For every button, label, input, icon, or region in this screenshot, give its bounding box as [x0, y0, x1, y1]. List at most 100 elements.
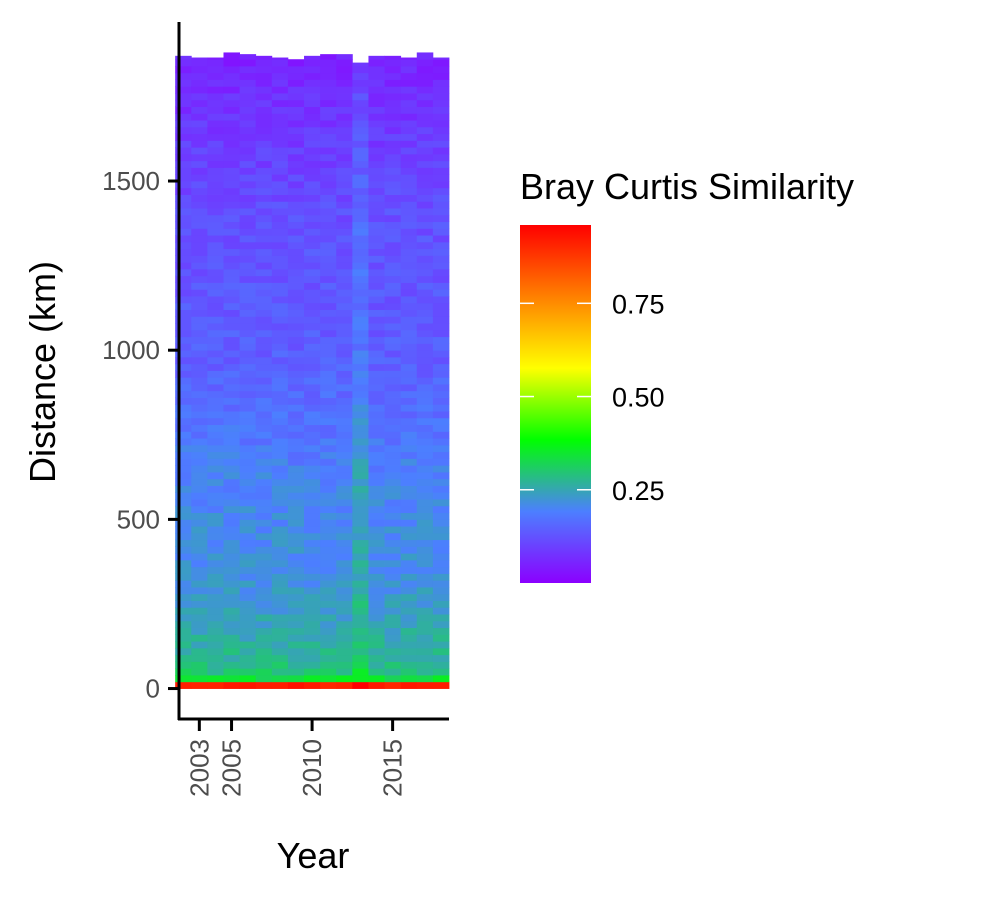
heatmap-cell [400, 187, 418, 195]
heatmap-cell [207, 384, 224, 392]
heatmap-cell [223, 668, 240, 676]
heatmap-cell [207, 675, 224, 683]
heatmap-cell [320, 181, 337, 189]
heatmap-cell [336, 269, 353, 277]
heatmap-cell [352, 580, 369, 588]
heatmap-cell [432, 329, 450, 338]
heatmap-cell [320, 397, 337, 405]
heatmap-cell [400, 248, 418, 256]
heatmap-cell [239, 356, 257, 365]
heatmap-cell [223, 363, 240, 371]
heatmap-cell [368, 99, 385, 107]
heatmap-cell [432, 600, 450, 608]
heatmap-cell [304, 614, 321, 622]
heatmap-cell [400, 113, 418, 121]
heatmap-cell [400, 681, 418, 689]
heatmap-cell [416, 343, 434, 351]
heatmap-cell [320, 675, 337, 683]
x-tick-label: 2003 [184, 739, 214, 797]
heatmap-cell [207, 465, 224, 473]
heatmap-cell [400, 120, 418, 128]
heatmap-cell [336, 593, 353, 601]
heatmap-cell [352, 600, 369, 608]
heatmap-cell [336, 201, 353, 209]
heatmap-cell [207, 363, 224, 371]
heatmap-cell [207, 275, 224, 283]
heatmap-cell [384, 126, 402, 135]
heatmap-cell [320, 275, 337, 283]
heatmap-cell [239, 587, 257, 595]
heatmap-cell [368, 65, 385, 74]
heatmap-cell [271, 269, 289, 277]
heatmap-cell [223, 167, 240, 175]
heatmap-cell [320, 384, 337, 392]
heatmap-cell [191, 235, 208, 243]
heatmap-cell [287, 255, 305, 263]
heatmap-cell [255, 377, 273, 385]
heatmap-cell [384, 397, 402, 405]
heatmap-cell [304, 654, 321, 662]
heatmap-cell [368, 384, 385, 392]
heatmap-cell [175, 269, 192, 277]
heatmap-cell [287, 214, 305, 223]
heatmap-cell [400, 221, 418, 229]
heatmap-cell [271, 668, 289, 676]
heatmap-cell [191, 113, 208, 121]
heatmap-cell [384, 86, 402, 94]
heatmap-cell [400, 546, 418, 554]
heatmap-cell [207, 65, 224, 74]
heatmap-cell [336, 181, 353, 189]
heatmap-cell [304, 417, 321, 426]
heatmap-cell [255, 201, 273, 209]
heatmap-cell [271, 600, 289, 608]
heatmap-cell [320, 316, 337, 324]
heatmap-cell [416, 93, 434, 101]
heatmap-cell [368, 79, 385, 87]
heatmap-cell [223, 72, 240, 80]
heatmap-cell [207, 356, 224, 365]
heatmap-cell [207, 302, 224, 310]
heatmap-cell [416, 472, 434, 480]
heatmap-cell [416, 296, 434, 304]
heatmap-cell [384, 681, 402, 689]
heatmap-cell [223, 417, 240, 426]
heatmap-cell [336, 411, 353, 419]
heatmap-cell [400, 647, 418, 656]
heatmap-cell [207, 532, 224, 541]
heatmap-cell [255, 329, 273, 338]
heatmap-cell [271, 444, 289, 453]
heatmap-cell [304, 356, 321, 365]
heatmap-cell [336, 99, 353, 107]
heatmap-cell [368, 208, 385, 216]
heatmap-cell [416, 634, 434, 642]
heatmap-cell [384, 323, 402, 331]
heatmap-cell [336, 492, 353, 500]
heatmap-cell [239, 532, 257, 541]
heatmap-cell [207, 221, 224, 229]
heatmap-cell [304, 397, 321, 405]
heatmap-cell [271, 431, 289, 439]
heatmap-cell [304, 668, 321, 676]
heatmap-cell [336, 235, 353, 243]
heatmap-cell [191, 86, 208, 94]
heatmap-cell [304, 566, 321, 574]
heatmap-cell [416, 72, 434, 80]
heatmap-cell [368, 390, 385, 398]
heatmap-cell [207, 343, 224, 351]
heatmap-cell [320, 153, 337, 162]
heatmap-cell [384, 309, 402, 317]
heatmap-cell [287, 573, 305, 581]
heatmap-cell [175, 356, 192, 365]
heatmap-cell [191, 370, 208, 378]
heatmap-cell [207, 553, 224, 561]
heatmap-cell [287, 86, 305, 94]
heatmap-cell [271, 147, 289, 155]
heatmap-cell [320, 201, 337, 209]
heatmap-cell [320, 363, 337, 371]
heatmap-cell [304, 438, 321, 446]
heatmap-cell [304, 160, 321, 168]
heatmap-cell [352, 316, 369, 324]
heatmap-cell [416, 614, 434, 622]
heatmap-cell [352, 647, 369, 656]
heatmap-cell [287, 275, 305, 283]
